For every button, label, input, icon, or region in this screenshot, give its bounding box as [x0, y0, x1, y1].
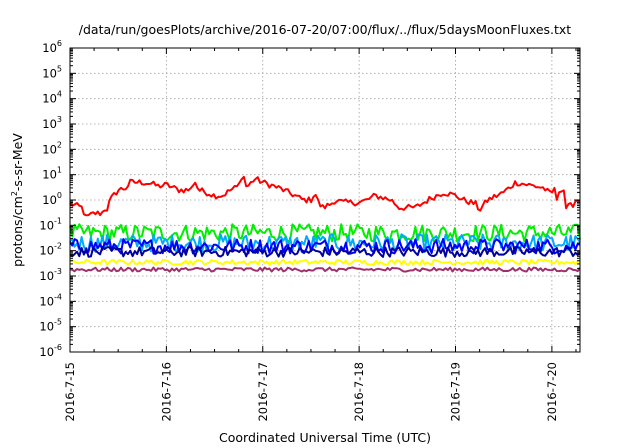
- y-tick-label: 10-2: [39, 242, 62, 258]
- x-tick-label: 2016-7-20: [545, 362, 559, 422]
- y-tick-label: 10-1: [39, 216, 62, 232]
- series-line: [69, 266, 581, 273]
- grid: [70, 48, 580, 352]
- series-line: [69, 233, 581, 253]
- x-tick-label: 2016-7-18: [352, 362, 366, 422]
- y-axis-label-prefix: protons/cm: [10, 196, 25, 267]
- ticks: [69, 47, 580, 353]
- x-tick-label: 2016-7-15: [63, 362, 77, 422]
- y-tick-label: 106: [42, 39, 62, 55]
- x-tick-labels: 2016-7-15 2016-7-16 2016-7-17 2016-7-18 2016…: [63, 362, 559, 422]
- y-axis-label-suffix: -s-sr-MeV: [10, 133, 25, 191]
- x-tick-label: 2016-7-17: [256, 362, 270, 422]
- y-tick-label: 105: [42, 64, 62, 80]
- x-axis-label: Coordinated Universal Time (UTC): [219, 430, 431, 445]
- series-line: [69, 245, 581, 258]
- y-tick-label: 10-3: [39, 267, 62, 283]
- y-axis-label: protons/cm2-s-sr-MeV: [10, 133, 25, 267]
- y-axis-label-sup: 2: [10, 191, 19, 196]
- y-tick-label: 100: [42, 191, 62, 207]
- series-line: [69, 258, 581, 266]
- series-layer: [69, 175, 581, 273]
- chart-title: /data/run/goesPlots/archive/2016-07-20/0…: [79, 22, 572, 37]
- y-tick-label: 102: [42, 140, 62, 156]
- y-tick-labels: 10-6 10-5 10-4 10-3 10-2 10-1 100 101 102 103 104 1…: [39, 39, 62, 359]
- series-line: [69, 223, 581, 243]
- y-tick-label: 101: [42, 166, 62, 182]
- series-line: [69, 175, 581, 217]
- y-tick-label: 10-6: [39, 343, 62, 359]
- y-tick-label: 10-4: [39, 292, 62, 308]
- x-tick-label: 2016-7-16: [159, 362, 173, 422]
- y-tick-label: 10-5: [39, 318, 62, 334]
- x-tick-label: 2016-7-19: [449, 362, 463, 422]
- y-tick-label: 103: [42, 115, 62, 131]
- y-tick-label: 104: [42, 90, 62, 106]
